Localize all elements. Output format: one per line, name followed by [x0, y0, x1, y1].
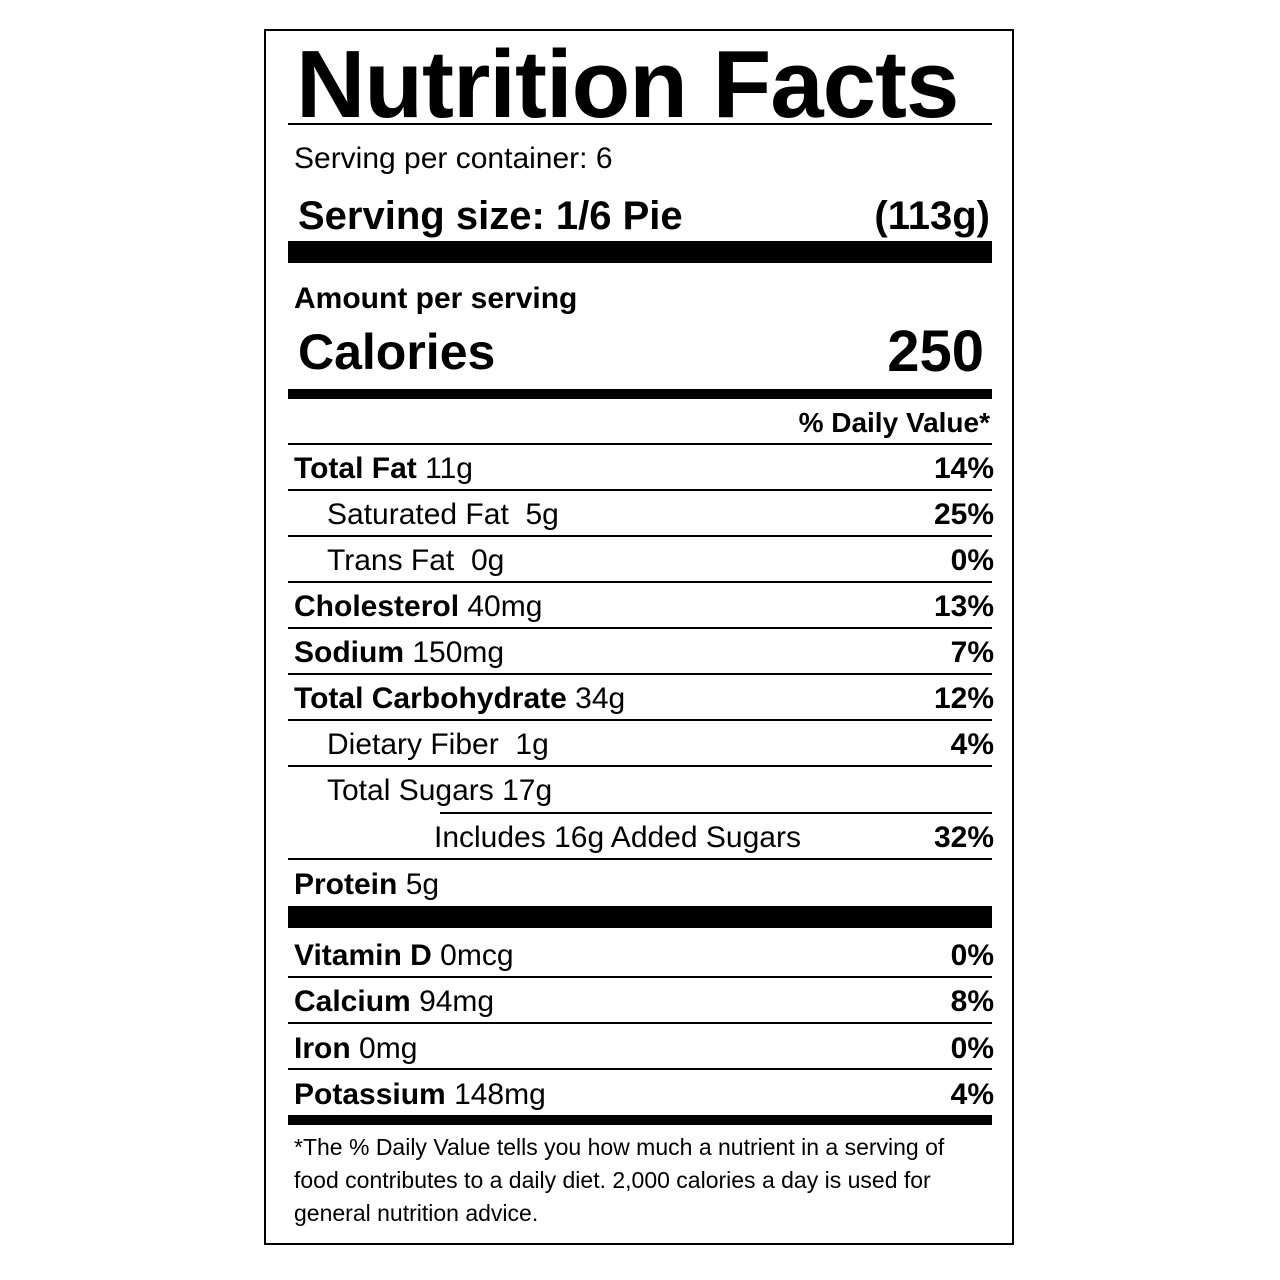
- nutrient-row-protein: Protein 5g: [294, 865, 994, 905]
- nutrient-amount: 150mg: [412, 636, 505, 669]
- thick-divider: [288, 241, 992, 263]
- servings-per-container: Serving per container: 6: [294, 142, 613, 175]
- nutrient-name: Total Fat: [294, 452, 417, 485]
- nutrient-daily-value: 8%: [950, 985, 994, 1018]
- nutrient-row-trans-fat: Trans Fat 0g 0%: [294, 541, 994, 581]
- vitamin-row-potassium: Potassium 148mg 4%: [294, 1075, 994, 1115]
- thick-divider: [288, 906, 992, 928]
- footnote: *The % Daily Value tells you how much a …: [294, 1134, 945, 1226]
- nutrient-daily-value: 13%: [933, 590, 994, 623]
- serving-size-weight: (113g): [874, 194, 990, 238]
- nutrient-name: Total Sugars: [327, 774, 494, 807]
- nutrient-amount: 5g: [525, 498, 559, 531]
- nutrient-name: Vitamin D: [294, 939, 432, 972]
- nutrient-row-saturated-fat: Saturated Fat 5g 25%: [294, 495, 994, 535]
- amount-per-serving: Amount per serving: [294, 282, 578, 315]
- nutrient-name: Potassium: [294, 1078, 446, 1111]
- nutrient-name: Sodium: [294, 636, 404, 669]
- divider: [288, 581, 992, 583]
- nutrient-name: Trans Fat: [327, 544, 455, 577]
- nutrient-amount: 0mg: [359, 1032, 418, 1065]
- vitamin-row-calcium: Calcium 94mg 8%: [294, 982, 994, 1022]
- nutrient-row-total-carbohydrate: Total Carbohydrate 34g 12%: [294, 679, 994, 719]
- nutrient-daily-value: 14%: [933, 452, 994, 485]
- divider: [288, 765, 992, 767]
- divider: [288, 535, 992, 537]
- nutrient-daily-value: 12%: [933, 682, 994, 715]
- divider: [288, 489, 992, 491]
- nutrient-row-dietary-fiber: Dietary Fiber 1g 4%: [294, 725, 994, 765]
- nutrient-name: Total Carbohydrate: [294, 682, 567, 715]
- nutrient-row-total-fat: Total Fat 11g 14%: [294, 449, 994, 489]
- nutrient-daily-value: 32%: [933, 821, 994, 854]
- vitamin-row-vitamin-d: Vitamin D 0mcg 0%: [294, 936, 994, 976]
- divider: [288, 1022, 992, 1024]
- medium-divider: [288, 389, 992, 399]
- nutrient-amount: 148mg: [454, 1078, 546, 1111]
- calories-value: 250: [887, 319, 984, 384]
- divider: [288, 123, 992, 125]
- nutrient-name: Cholesterol: [294, 590, 460, 623]
- nutrient-amount: 5g: [405, 868, 440, 901]
- nutrient-name: Iron: [294, 1032, 351, 1065]
- divider: [288, 443, 992, 445]
- medium-divider: [288, 1115, 992, 1125]
- nutrient-amount: 17g: [502, 774, 553, 807]
- nutrient-amount: 40mg: [467, 590, 543, 623]
- nutrient-amount: 34g: [575, 682, 626, 715]
- nutrient-daily-value: 7%: [950, 636, 994, 669]
- nutrient-daily-value: 4%: [950, 728, 994, 761]
- nutrient-daily-value: 0%: [950, 939, 994, 972]
- nutrient-daily-value: 4%: [950, 1078, 994, 1111]
- divider: [288, 627, 992, 629]
- nutrient-name: Calcium: [294, 985, 411, 1018]
- nutrient-daily-value: 25%: [933, 498, 994, 531]
- label-title: Nutrition Facts: [296, 31, 959, 138]
- nutrient-amount: 94mg: [419, 985, 495, 1018]
- divider: [288, 719, 992, 721]
- nutrient-amount: 0mcg: [440, 939, 514, 972]
- divider: [288, 976, 992, 978]
- divider: [288, 673, 992, 675]
- nutrient-daily-value: 0%: [950, 544, 994, 577]
- serving-size-label: Serving size: 1/6 Pie: [298, 194, 683, 238]
- divider: [440, 812, 992, 814]
- nutrient-name: Saturated Fat: [327, 498, 509, 531]
- nutrient-row-sodium: Sodium 150mg 7%: [294, 633, 994, 673]
- calories-label: Calories: [298, 324, 496, 380]
- vitamin-row-iron: Iron 0mg 0%: [294, 1029, 994, 1069]
- nutrition-facts-label: Nutrition Facts Serving per container: 6…: [264, 29, 1014, 1245]
- nutrient-daily-value: 0%: [950, 1032, 994, 1065]
- nutrient-row-cholesterol: Cholesterol 40mg 13%: [294, 587, 994, 627]
- nutrient-amount: 0g: [470, 544, 505, 577]
- nutrient-amount: 1g: [515, 728, 549, 761]
- nutrient-name: Dietary Fiber: [327, 728, 499, 761]
- nutrient-name: Protein: [294, 868, 398, 901]
- nutrient-amount: 11g: [425, 452, 473, 485]
- nutrient-row-total-sugars: Total Sugars 17g: [294, 771, 994, 811]
- nutrient-row-added-sugars: Includes 16g Added Sugars 32%: [294, 818, 994, 858]
- divider: [288, 1068, 992, 1070]
- daily-value-header: % Daily Value*: [798, 407, 990, 438]
- nutrient-name: Includes 16g Added Sugars: [434, 821, 801, 854]
- divider: [288, 858, 992, 860]
